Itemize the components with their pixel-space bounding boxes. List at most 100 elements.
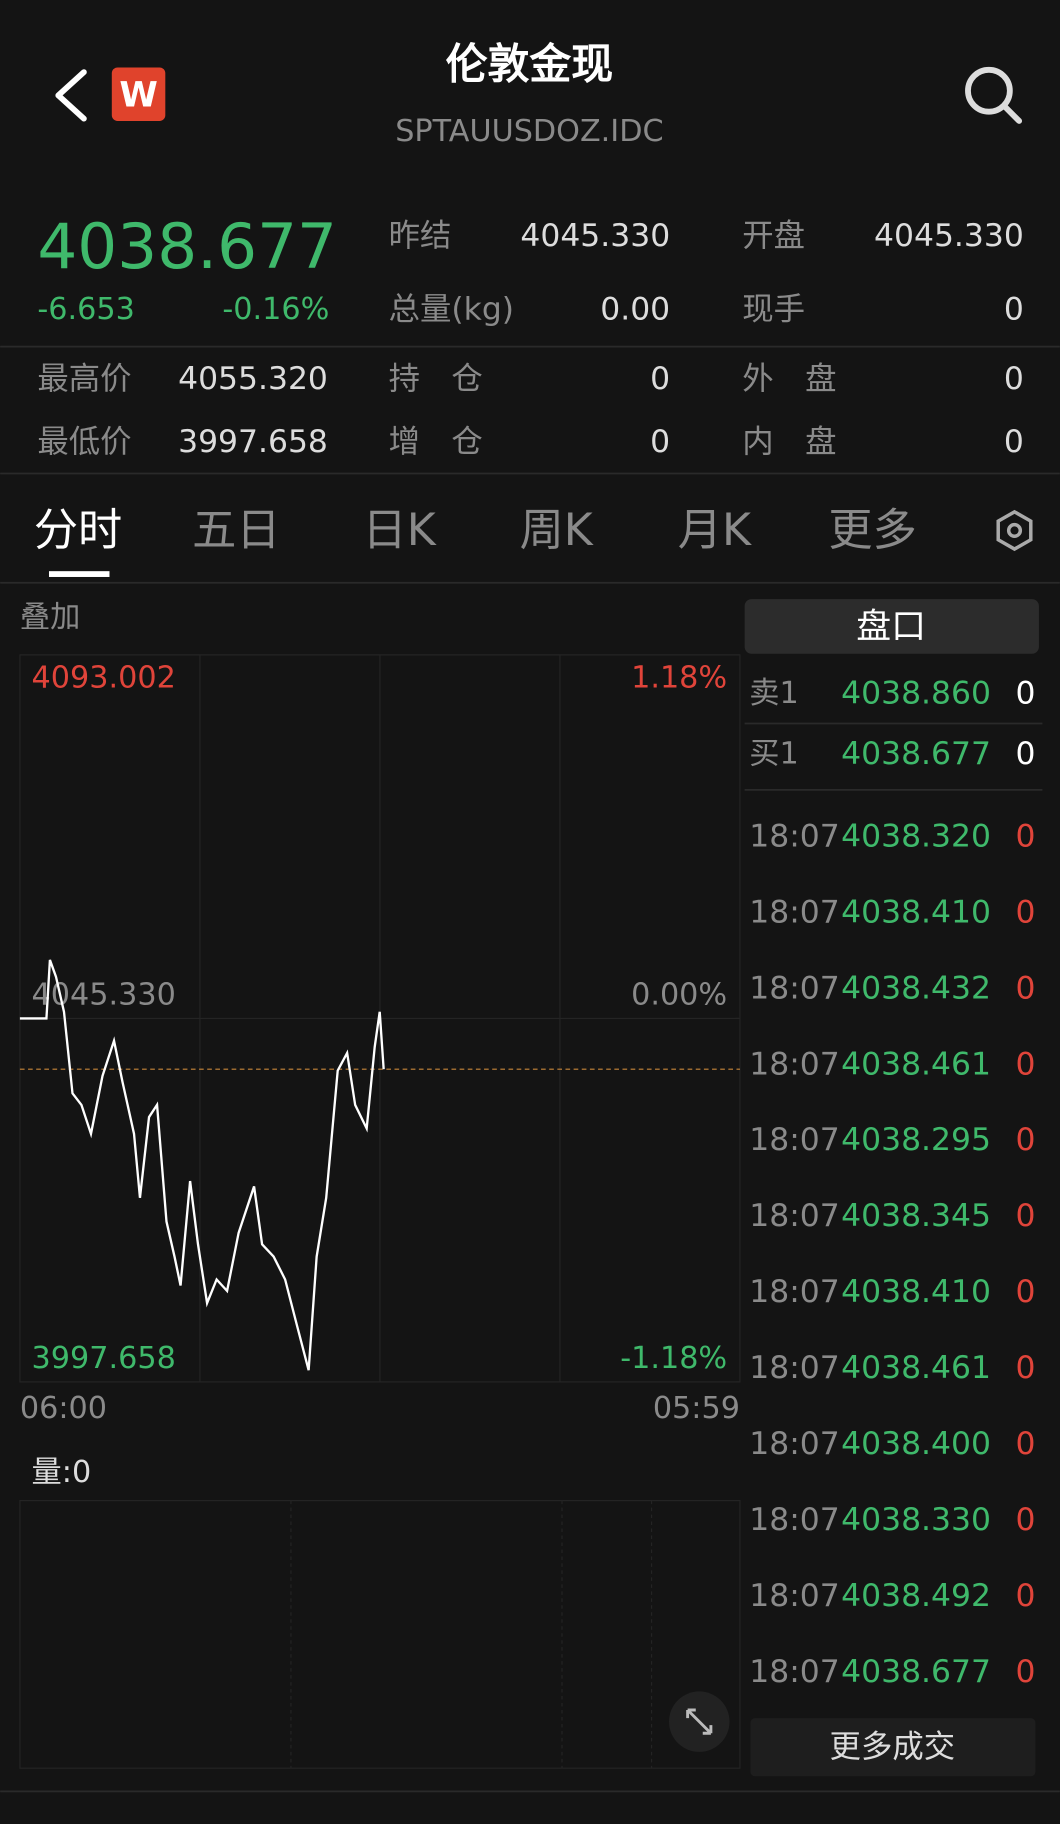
trade-time: 18:07 xyxy=(749,1274,839,1310)
stat-value: 4045.330 xyxy=(520,218,670,254)
stat-label: 最高价 xyxy=(37,361,131,397)
trade-volume: 0 xyxy=(1015,1654,1035,1690)
badge xyxy=(111,67,166,121)
trade-time: 18:07 xyxy=(749,1046,839,1082)
stat-label: 外 盘 xyxy=(742,361,836,397)
change-pct: -0.16% xyxy=(222,292,329,327)
trade-time: 18:07 xyxy=(749,1198,839,1234)
trade-time: 18:07 xyxy=(749,818,839,854)
settings-button[interactable] xyxy=(996,509,1033,552)
badge-text: W xyxy=(119,75,157,115)
back-button[interactable] xyxy=(55,69,87,122)
tab[interactable]: 分时 xyxy=(34,505,122,556)
order-book-title: 盘口 xyxy=(856,607,926,647)
level-volume: 0 xyxy=(1015,675,1035,711)
stat-value: 0 xyxy=(1004,291,1024,327)
trade-price: 4038.461 xyxy=(841,1046,991,1082)
stat-label: 持 仓 xyxy=(389,361,483,397)
trade-time: 18:07 xyxy=(749,1350,839,1386)
trade-price: 4038.345 xyxy=(841,1198,991,1234)
trade-volume: 0 xyxy=(1015,1578,1035,1614)
last-price: 4038.677 xyxy=(37,210,337,283)
tab[interactable]: 五日 xyxy=(192,505,280,556)
trade-price: 4038.320 xyxy=(841,818,991,854)
search-button[interactable] xyxy=(965,66,1023,124)
trade-volume: 0 xyxy=(1015,970,1035,1006)
trade-volume: 0 xyxy=(1015,1198,1035,1234)
trade-volume: 0 xyxy=(1015,894,1035,930)
stat-value: 0.00 xyxy=(600,291,670,327)
level-side: 卖1 xyxy=(749,676,798,711)
trade-time: 18:07 xyxy=(749,970,839,1006)
trade-volume: 0 xyxy=(1015,1046,1035,1082)
tab[interactable]: 月K xyxy=(678,505,752,556)
trade-volume: 0 xyxy=(1015,1502,1035,1538)
expand-button[interactable] xyxy=(669,1691,730,1752)
stat-value: 0 xyxy=(650,361,670,397)
more-trades-button[interactable] xyxy=(750,1718,1036,1777)
level-volume: 0 xyxy=(1015,736,1035,772)
x-tick-label: 06:00 xyxy=(20,1391,107,1426)
stat-value: 4045.330 xyxy=(874,218,1024,254)
stat-value: 0 xyxy=(1004,424,1024,460)
stat-value: 0 xyxy=(1004,361,1024,397)
order-book-tab[interactable] xyxy=(744,599,1039,654)
stat-label: 内 盘 xyxy=(742,424,836,460)
trade-volume: 0 xyxy=(1015,1122,1035,1158)
trade-volume: 0 xyxy=(1015,1350,1035,1386)
trade-time: 18:07 xyxy=(749,1122,839,1158)
trade-time: 18:07 xyxy=(749,1654,839,1690)
more-trades-text: 更多成交 xyxy=(830,1729,956,1765)
level-price: 4038.677 xyxy=(841,736,991,772)
y-tick-label: 3997.658 xyxy=(32,1341,176,1376)
level-side: 买1 xyxy=(749,736,798,771)
stat-label: 增 仓 xyxy=(389,424,483,460)
level-price: 4038.860 xyxy=(841,675,991,711)
stat-value: 0 xyxy=(650,424,670,460)
stat-label: 昨结 xyxy=(389,218,452,254)
y-tick-label: 4093.002 xyxy=(32,661,176,696)
overlay-button[interactable]: 叠加 xyxy=(20,600,80,635)
title: 伦敦金现 xyxy=(446,39,613,88)
trade-price: 4038.330 xyxy=(841,1502,991,1538)
stat-value: 4055.320 xyxy=(178,361,328,397)
stat-label: 现手 xyxy=(742,291,805,327)
trade-price: 4038.461 xyxy=(841,1350,991,1386)
y2-tick-label: -1.18% xyxy=(620,1341,727,1376)
volume-label: 量:0 xyxy=(32,1455,92,1490)
trade-price: 4038.400 xyxy=(841,1426,991,1462)
tab-indicator xyxy=(48,571,110,577)
trade-volume: 0 xyxy=(1015,818,1035,854)
volume-panel xyxy=(19,1500,741,1769)
trade-price: 4038.492 xyxy=(841,1578,991,1614)
y-tick-label: 4045.330 xyxy=(32,978,176,1013)
trade-time: 18:07 xyxy=(749,1502,839,1538)
trade-price: 4038.410 xyxy=(841,1274,991,1310)
y2-tick-label: 1.18% xyxy=(631,661,727,696)
stat-label: 最低价 xyxy=(37,424,131,460)
stat-label: 开盘 xyxy=(742,218,805,254)
trade-price: 4038.432 xyxy=(841,970,991,1006)
trade-volume: 0 xyxy=(1015,1426,1035,1462)
x-tick-label: 05:59 xyxy=(653,1391,740,1426)
trade-time: 18:07 xyxy=(749,1426,839,1462)
tab[interactable]: 日K xyxy=(363,505,437,556)
trade-time: 18:07 xyxy=(749,1578,839,1614)
price-line xyxy=(19,959,385,1371)
subtitle: SPTAUUSDOZ.IDC xyxy=(395,114,663,149)
tab[interactable]: 更多 xyxy=(828,505,916,556)
y2-tick-label: 0.00% xyxy=(631,978,727,1013)
change: -6.653 xyxy=(37,292,134,327)
stat-value: 3997.658 xyxy=(178,424,328,460)
stat-label: 总量(kg) xyxy=(389,291,514,327)
trade-price: 4038.677 xyxy=(841,1654,991,1690)
trade-time: 18:07 xyxy=(749,894,839,930)
trade-volume: 0 xyxy=(1015,1274,1035,1310)
tab[interactable]: 周K xyxy=(520,505,594,556)
trade-price: 4038.410 xyxy=(841,894,991,930)
trade-price: 4038.295 xyxy=(841,1122,991,1158)
